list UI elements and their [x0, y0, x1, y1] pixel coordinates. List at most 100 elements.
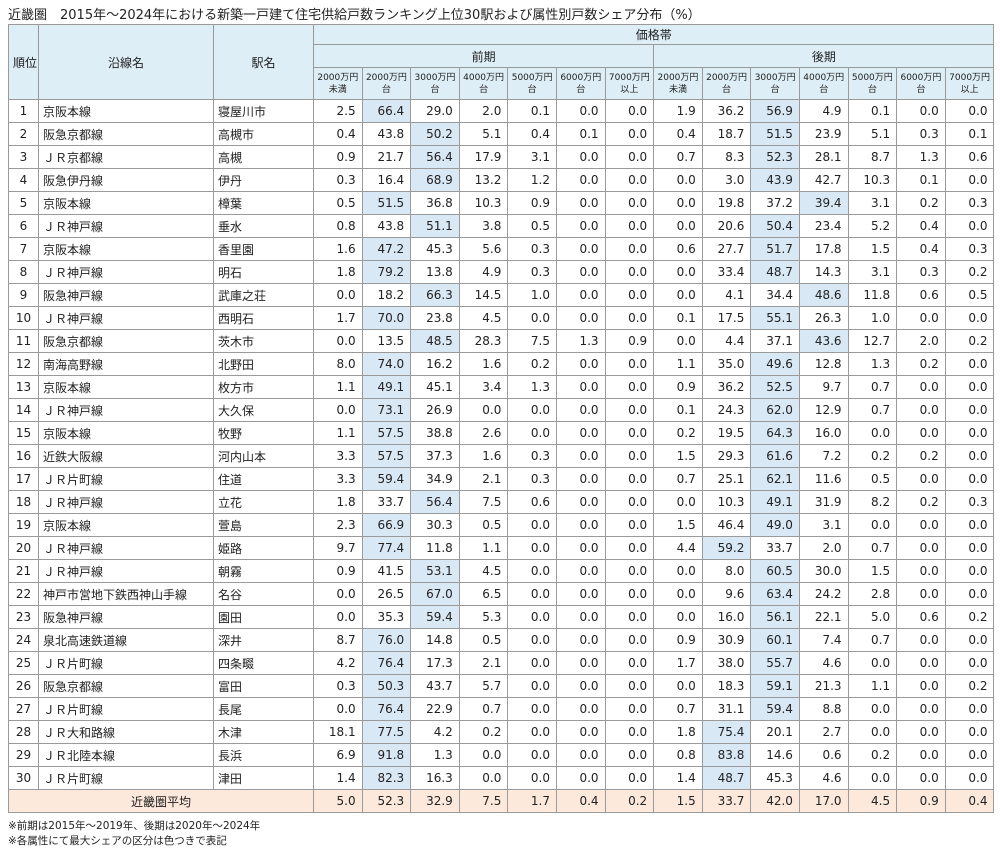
price-band-header: 価格帯 [312, 24, 995, 45]
share-cell: 37.3 [410, 444, 460, 468]
share-cell: 1.0 [507, 283, 557, 307]
share-cell: 48.7 [701, 766, 752, 790]
share-cell: 4.4 [653, 536, 703, 560]
share-cell: 0.0 [555, 651, 606, 675]
share-cell: 5.6 [458, 237, 509, 261]
share-cell: 0.0 [604, 191, 655, 215]
share-cell: 8.8 [798, 697, 849, 721]
note: ※前期は2015年～2019年、後期は2020年～2024年 [8, 820, 261, 832]
line-cell: 京阪本線 [38, 513, 214, 537]
share-cell: 0.0 [653, 191, 703, 215]
rank-cell: 20 [8, 536, 39, 560]
share-cell: 0.5 [458, 513, 509, 537]
share-cell: 30.0 [798, 559, 849, 583]
share-cell: 0.0 [653, 214, 703, 238]
share-cell: 0.0 [507, 398, 557, 422]
share-cell: 0.0 [847, 513, 898, 537]
line-header: 沿線名 [38, 24, 214, 100]
rank-cell: 16 [8, 444, 39, 468]
share-cell: 0.0 [507, 651, 557, 675]
share-cell: 0.0 [507, 674, 557, 698]
share-cell: 38.8 [410, 421, 460, 445]
share-cell: 3.8 [458, 214, 509, 238]
share-cell: 3.3 [313, 467, 363, 491]
share-cell: 70.0 [361, 306, 412, 330]
share-cell: 0.0 [458, 398, 509, 422]
share-cell: 66.3 [410, 283, 460, 307]
share-cell: 2.0 [458, 99, 509, 123]
share-cell: 0.4 [896, 214, 946, 238]
rank-cell: 25 [8, 651, 39, 675]
line-cell: 神戸市営地下鉄西神山手線 [38, 582, 214, 606]
data-row: 4 阪急伊丹線 伊丹 0.3 16.4 68.9 13.2 1.2 0.0 0.0 0.0 3.0 43… [8, 168, 995, 192]
share-cell: 6.9 [313, 743, 363, 767]
station-cell: 高槻 [213, 145, 314, 169]
share-cell: 0.2 [507, 352, 557, 376]
share-cell: 59.4 [410, 605, 460, 629]
share-cell: 17.9 [458, 145, 509, 169]
share-cell: 7.5 [458, 789, 509, 813]
share-cell: 9.7 [313, 536, 363, 560]
share-cell: 25.1 [701, 467, 752, 491]
data-row: 13 京阪本線 枚方市 1.1 49.1 45.1 3.4 1.3 0.0 0.0 0.9 36.2 5… [8, 375, 995, 399]
data-row: 25 ＪＲ片町線 四条畷 4.2 76.4 17.3 2.1 0.0 0.0 0.0 1.7 38.0… [8, 651, 995, 675]
share-cell: 1.8 [313, 260, 363, 284]
share-cell: 0.0 [604, 375, 655, 399]
share-cell: 0.2 [944, 329, 995, 353]
share-cell: 4.9 [458, 260, 509, 284]
share-cell: 0.3 [507, 444, 557, 468]
share-cell: 0.0 [555, 352, 606, 376]
share-cell: 51.5 [361, 191, 412, 215]
share-cell: 50.2 [410, 122, 460, 146]
share-cell: 7.4 [798, 628, 849, 652]
share-cell: 53.1 [410, 559, 460, 583]
share-cell: 0.0 [653, 559, 703, 583]
line-cell: ＪＲ大和路線 [38, 720, 214, 744]
share-cell: 0.0 [507, 582, 557, 606]
share-cell: 0.0 [944, 536, 995, 560]
share-cell: 0.0 [555, 421, 606, 445]
share-cell: 19.5 [701, 421, 752, 445]
share-cell: 46.4 [701, 513, 752, 537]
share-cell: 63.4 [750, 582, 800, 606]
line-cell: ＪＲ片町線 [38, 766, 214, 790]
line-cell: 南海高野線 [38, 352, 214, 376]
note: ※各属性にて最大シェアの区分は色つきで表記 [8, 835, 227, 847]
share-cell: 52.5 [750, 375, 800, 399]
share-cell: 0.0 [604, 467, 655, 491]
station-header: 駅名 [213, 24, 314, 100]
share-cell: 0.0 [555, 260, 606, 284]
share-cell: 3.1 [847, 260, 898, 284]
share-cell: 1.1 [847, 674, 898, 698]
share-cell: 18.1 [313, 720, 363, 744]
share-cell: 0.0 [604, 168, 655, 192]
share-cell: 49.0 [750, 513, 800, 537]
share-cell: 0.0 [604, 122, 655, 146]
share-cell: 0.0 [604, 99, 655, 123]
rank-cell: 23 [8, 605, 39, 629]
data-row: 22 神戸市営地下鉄西神山手線 名谷 0.0 26.5 67.0 6.5 0.0 0.0 0.0 0… [8, 582, 995, 606]
line-cell: 京阪本線 [38, 237, 214, 261]
data-row: 21 ＪＲ神戸線 朝霧 0.9 41.5 53.1 4.5 0.0 0.0 0.0 0.0 8.0 60… [8, 559, 995, 583]
share-cell: 1.7 [313, 306, 363, 330]
share-cell: 38.0 [701, 651, 752, 675]
share-cell: 0.2 [944, 674, 995, 698]
line-cell: 京阪本線 [38, 99, 214, 123]
data-row: 5 京阪本線 樟葉 0.5 51.5 36.8 10.3 0.9 0.0 0.0 0.0 19.8 37… [8, 191, 995, 215]
rank-cell: 22 [8, 582, 39, 606]
share-cell: 0.0 [847, 720, 898, 744]
share-cell: 83.8 [701, 743, 752, 767]
station-cell: 伊丹 [213, 168, 314, 192]
share-cell: 0.0 [507, 605, 557, 629]
share-cell: 4.5 [847, 789, 898, 813]
band-header: 4000万円 台 [458, 67, 509, 100]
share-cell: 0.0 [944, 398, 995, 422]
share-cell: 2.7 [798, 720, 849, 744]
station-cell: 武庫之荘 [213, 283, 314, 307]
title: 近畿圏 2015年～2024年における新築一戸建て住宅供給戸数ランキング上位30… [8, 8, 701, 23]
share-cell: 18.7 [701, 122, 752, 146]
share-cell: 0.0 [896, 559, 946, 583]
share-cell: 36.8 [410, 191, 460, 215]
data-row: 3 ＪＲ京都線 高槻 0.9 21.7 56.4 17.9 3.1 0.0 0.0 0.7 8.3 52… [8, 145, 995, 169]
share-cell: 0.0 [944, 743, 995, 767]
